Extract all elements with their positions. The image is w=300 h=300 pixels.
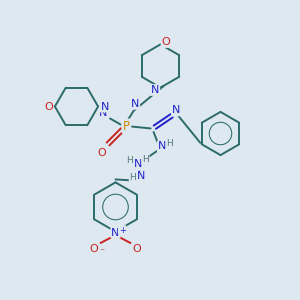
Text: O: O: [161, 37, 170, 47]
Text: H: H: [142, 154, 149, 164]
Text: H: H: [167, 140, 173, 148]
Text: N: N: [134, 159, 142, 170]
Text: N: N: [172, 105, 180, 116]
Text: O: O: [89, 244, 98, 254]
Text: O: O: [133, 244, 142, 254]
Text: H: H: [130, 172, 136, 182]
Text: ⁻: ⁻: [100, 247, 105, 257]
Text: N: N: [100, 101, 109, 112]
Text: O: O: [97, 148, 106, 158]
Text: N: N: [151, 85, 159, 95]
Text: N: N: [131, 99, 139, 109]
Text: N: N: [158, 141, 166, 152]
Text: N: N: [99, 108, 108, 118]
Text: +: +: [119, 226, 125, 235]
Text: H: H: [126, 156, 133, 165]
Text: P: P: [122, 119, 130, 133]
Text: N: N: [137, 171, 145, 182]
Text: N: N: [111, 227, 120, 238]
Text: O: O: [44, 101, 53, 112]
